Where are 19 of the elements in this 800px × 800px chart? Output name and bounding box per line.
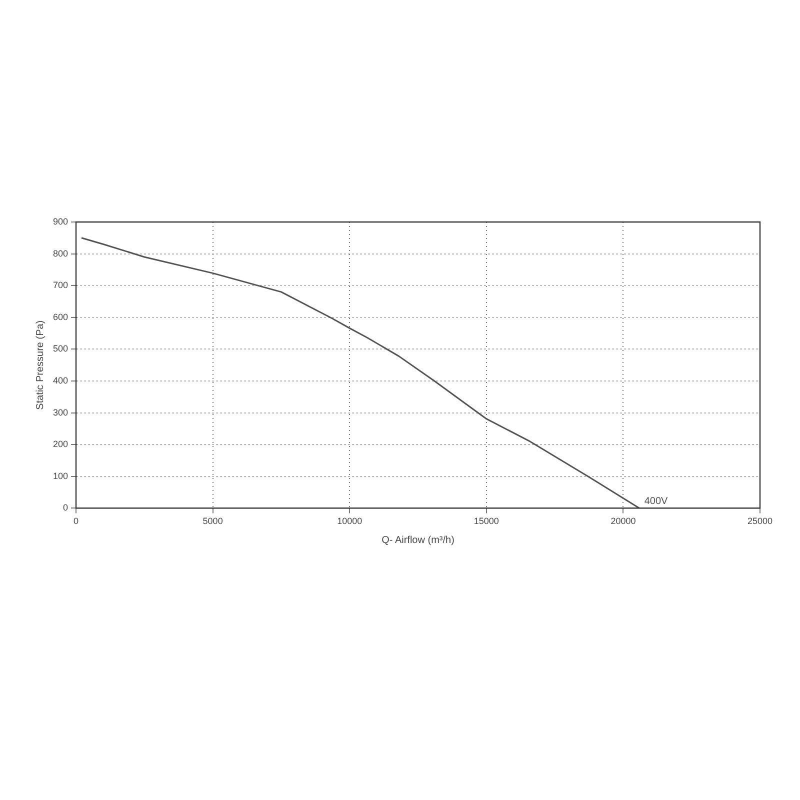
x-tick-label: 10000 — [337, 516, 362, 526]
y-tick-label: 200 — [52, 439, 68, 450]
x-tick-label: 25000 — [747, 516, 773, 526]
y-tick-label: 600 — [52, 312, 68, 322]
x-axis-title: Q- Airflow (m³/h) — [382, 534, 454, 546]
y-tick-label: 500 — [52, 344, 68, 354]
y-tick-label: 700 — [52, 280, 68, 290]
series-label: 400V — [644, 496, 668, 507]
y-tick-label: 900 — [52, 216, 68, 226]
y-tick-label: 300 — [52, 407, 68, 418]
y-tick-label: 0 — [63, 502, 68, 513]
y-tick-label: 400 — [52, 375, 68, 386]
x-tick-label: 5000 — [202, 516, 223, 526]
x-tick-label: 0 — [74, 516, 79, 526]
y-tick-label: 800 — [52, 248, 68, 258]
x-tick-label: 20000 — [610, 516, 636, 526]
x-tick-label: 15000 — [474, 516, 499, 526]
y-tick-label: 100 — [52, 470, 68, 481]
y-axis-title: Static Pressure (Pa) — [34, 320, 46, 410]
